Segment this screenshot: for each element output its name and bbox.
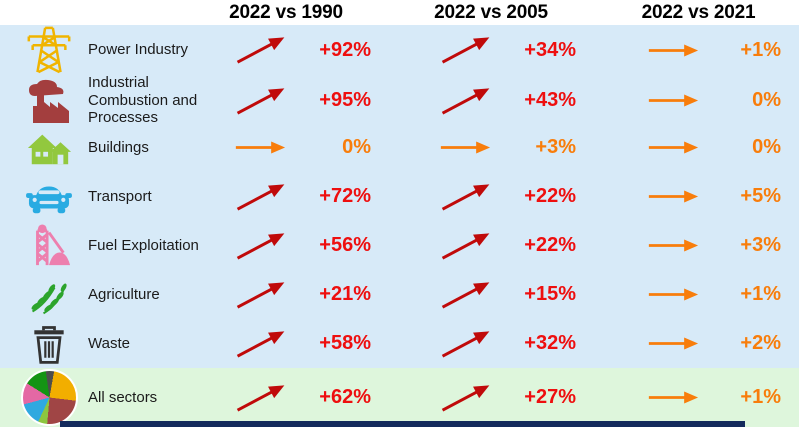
header-row: 2022 vs 1990 2022 vs 2005 2022 vs 2021 — [0, 0, 799, 25]
up-arrow-icon — [231, 323, 289, 364]
percent-value: +34% — [524, 38, 576, 61]
percent-value: +43% — [524, 89, 576, 112]
up-arrow-icon — [436, 30, 494, 71]
percent-value: +27% — [524, 386, 576, 408]
up-arrow-icon — [231, 80, 289, 121]
flat-arrow-icon — [647, 43, 699, 58]
trash-can-icon — [0, 322, 88, 366]
flat-arrow-icon — [439, 140, 491, 155]
column-header-1990: 2022 vs 1990 — [229, 1, 343, 23]
flat-arrow-icon — [647, 189, 699, 204]
flat-arrow-icon — [647, 336, 699, 351]
up-arrow-icon — [436, 225, 494, 266]
column-header-2005: 2022 vs 2005 — [434, 1, 548, 23]
sector-row: Transport +72% +22% +5% — [0, 172, 799, 221]
sector-row: Agriculture +21% +15% +1% — [0, 270, 799, 319]
percent-value: +22% — [524, 185, 576, 207]
up-arrow-icon — [231, 225, 289, 266]
percent-value: +3% — [740, 234, 781, 256]
sector-row: Fuel Exploitation +56% +22% +3% — [0, 221, 799, 270]
percent-value: +72% — [319, 185, 371, 207]
percent-value: +21% — [319, 283, 371, 305]
pie-chart-icon — [0, 369, 88, 426]
percent-value: +32% — [524, 332, 576, 354]
percent-value: +3% — [535, 136, 576, 158]
flat-arrow-icon — [647, 238, 699, 253]
sector-label: Waste — [88, 334, 130, 352]
flat-arrow-icon — [647, 93, 699, 108]
car-icon — [0, 176, 88, 218]
electricity-pylon-icon — [0, 25, 88, 75]
percent-value: +22% — [524, 234, 576, 256]
up-arrow-icon — [231, 176, 289, 217]
flat-arrow-icon — [647, 140, 699, 155]
percent-value: +15% — [524, 283, 576, 305]
percent-value: +58% — [319, 332, 371, 354]
sector-row: Power Industry +92% +34% +1% — [0, 25, 799, 74]
percent-value: +2% — [740, 332, 781, 354]
sector-label: Fuel Exploitation — [88, 236, 199, 254]
sector-label: Power Industry — [88, 41, 189, 59]
mine-headframe-icon — [0, 223, 88, 269]
percent-value: +62% — [319, 386, 371, 408]
flat-arrow-icon — [647, 390, 699, 405]
column-header-2021: 2022 vs 2021 — [641, 1, 756, 23]
sector-label: Agriculture — [88, 285, 160, 303]
rows-container: Power Industry +92% +34% +1% Industrial … — [0, 25, 799, 427]
up-arrow-icon — [436, 80, 494, 121]
percent-value: +1% — [740, 283, 781, 305]
percent-value: +1% — [740, 38, 781, 61]
sector-label: Buildings — [88, 138, 149, 156]
factory-icon — [0, 77, 88, 125]
up-arrow-icon — [231, 377, 289, 418]
percent-value: +1% — [740, 386, 781, 408]
sector-row: All sectors +62% +27% +1% — [0, 368, 799, 427]
up-arrow-icon — [231, 274, 289, 315]
percent-value: +95% — [319, 89, 371, 112]
percent-value: 0% — [342, 136, 371, 158]
percent-value: 0% — [752, 89, 781, 112]
up-arrow-icon — [436, 323, 494, 364]
sector-row: Industrial Combustion and Processes +95%… — [0, 74, 799, 126]
sector-label: Industrial Combustion and Processes — [88, 74, 198, 127]
footer-bar — [60, 421, 745, 427]
percent-value: +92% — [319, 38, 371, 61]
up-arrow-icon — [231, 30, 289, 71]
up-arrow-icon — [436, 377, 494, 418]
sector-row: Waste +58% +32% +2% — [0, 319, 799, 368]
up-arrow-icon — [436, 274, 494, 315]
wheat-icon — [0, 273, 88, 317]
sector-label: Transport — [88, 187, 152, 205]
up-arrow-icon — [436, 176, 494, 217]
percent-value: +5% — [740, 185, 781, 207]
sector-row: Buildings 0% +3% 0% — [0, 123, 799, 172]
houses-icon — [0, 125, 88, 171]
flat-arrow-icon — [647, 287, 699, 302]
percent-value: 0% — [752, 136, 781, 158]
percent-value: +56% — [319, 234, 371, 256]
flat-arrow-icon — [234, 140, 286, 155]
sector-label: All sectors — [88, 388, 158, 406]
